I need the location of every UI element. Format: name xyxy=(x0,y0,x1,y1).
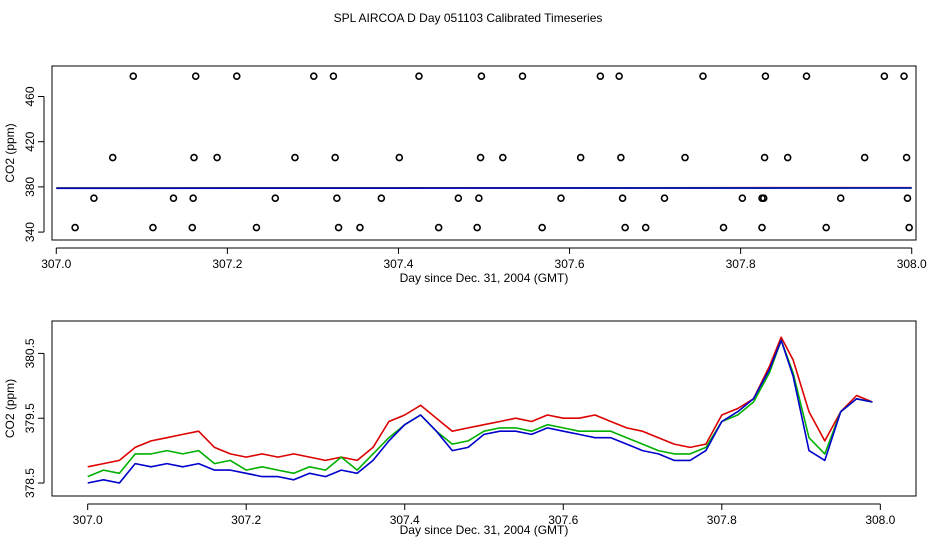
scatter-point xyxy=(454,194,463,202)
scatter-point xyxy=(699,72,707,80)
x-tick-label: 307.8 xyxy=(726,257,756,271)
figure-title: SPL AIRCOA D Day 051103 Calibrated Times… xyxy=(334,11,603,25)
scatter-point xyxy=(499,153,507,162)
x-tick-label: 307.8 xyxy=(707,513,737,527)
scatter-point xyxy=(90,194,98,202)
x-tick-label: 307.2 xyxy=(231,513,261,527)
scatter-point xyxy=(660,194,669,202)
y-tick-label: 460 xyxy=(23,86,37,106)
scatter-point xyxy=(377,194,386,202)
scatter-point xyxy=(213,153,221,162)
y-tick-label: 379.5 xyxy=(23,403,37,433)
scatter-point xyxy=(860,153,869,162)
scatter-point xyxy=(518,72,527,80)
y-axis-title: CO2 (ppm) xyxy=(3,123,17,182)
scatter-point xyxy=(169,194,178,202)
y-tick-label: 378.5 xyxy=(23,468,37,498)
series-line-red xyxy=(87,336,873,468)
y-axis-title: CO2 (ppm) xyxy=(3,379,17,438)
scatter-point xyxy=(149,223,157,232)
scatter-point xyxy=(557,194,565,202)
scatter-point xyxy=(802,72,811,80)
scatter-point xyxy=(434,223,443,232)
scatter-point xyxy=(252,223,261,232)
scatter-point xyxy=(291,153,299,162)
scatter-point xyxy=(900,72,908,80)
scatter-point xyxy=(618,194,627,202)
scatter-point xyxy=(129,72,138,80)
scatter-point xyxy=(329,72,338,80)
scatter-point xyxy=(232,72,241,80)
scatter-point xyxy=(738,194,747,202)
scatter-point xyxy=(617,153,625,162)
scatter-point xyxy=(719,223,728,232)
series-line-green xyxy=(87,339,873,478)
scatter-point xyxy=(415,72,423,80)
x-tick-label: 307.4 xyxy=(383,257,413,271)
scatter-point xyxy=(190,153,198,162)
y-tick-label: 420 xyxy=(23,131,37,151)
scatter-point xyxy=(189,194,197,202)
x-tick-label: 307.2 xyxy=(212,257,242,271)
scatter-point xyxy=(836,194,845,202)
scatter-point xyxy=(475,194,483,202)
scatter-point xyxy=(395,153,404,162)
scatter-point xyxy=(822,223,830,232)
scatter-point xyxy=(309,72,318,80)
scatter-point xyxy=(596,72,605,80)
x-tick-label: 307.6 xyxy=(555,257,585,271)
scatter-point xyxy=(71,223,79,232)
scatter-point xyxy=(621,223,629,232)
x-axis-title: Day since Dec. 31, 2004 (GMT) xyxy=(400,271,569,285)
scatter-point xyxy=(681,153,689,162)
x-tick-label: 308.0 xyxy=(865,513,895,527)
scatter-point xyxy=(271,194,280,202)
scatter-point xyxy=(759,194,768,202)
scatter-point xyxy=(477,72,486,80)
y-tick-label: 380 xyxy=(23,177,37,197)
scatter-point xyxy=(783,153,792,162)
scatter-point xyxy=(473,223,481,232)
scatter-point xyxy=(903,194,912,202)
scatter-point xyxy=(476,153,485,162)
x-tick-label: 307.0 xyxy=(73,513,103,527)
scatter-point xyxy=(334,223,343,232)
scatter-point xyxy=(538,223,546,232)
scatter-point xyxy=(331,153,339,162)
line-panel: 307.0 307.2 307.4 307.6 307.8 308.0 378.5 379.5… xyxy=(3,320,917,537)
scatter-panel: 307.0 307.2 307.4 307.6 307.8 308.0 340 380 420 4… xyxy=(3,65,927,285)
scatter-point xyxy=(333,194,341,202)
scatter-point xyxy=(760,153,769,162)
y-tick-label: 380.5 xyxy=(23,338,37,368)
y-tick-label: 340 xyxy=(23,222,37,242)
scatter-point xyxy=(902,153,911,162)
x-tick-label: 307.4 xyxy=(390,513,420,527)
x-tick-label: 307.0 xyxy=(41,257,71,271)
scatter-point xyxy=(615,72,623,80)
plot-frame xyxy=(51,320,917,497)
plot-frame xyxy=(51,65,917,241)
scatter-point xyxy=(108,153,117,162)
scatter-point xyxy=(188,223,197,232)
scatter-point xyxy=(191,72,200,80)
scatter-point xyxy=(880,72,889,80)
scatter-point xyxy=(761,72,770,80)
x-axis-title: Day since Dec. 31, 2004 (GMT) xyxy=(400,523,569,537)
scatter-point xyxy=(758,223,766,232)
scatter-point xyxy=(356,223,364,232)
scatter-point xyxy=(905,223,913,232)
scatter-point xyxy=(641,223,650,232)
x-tick-label: 308.0 xyxy=(897,257,927,271)
series-line-blue xyxy=(87,339,873,484)
x-tick-label: 307.6 xyxy=(548,513,578,527)
scatter-point xyxy=(576,153,585,162)
